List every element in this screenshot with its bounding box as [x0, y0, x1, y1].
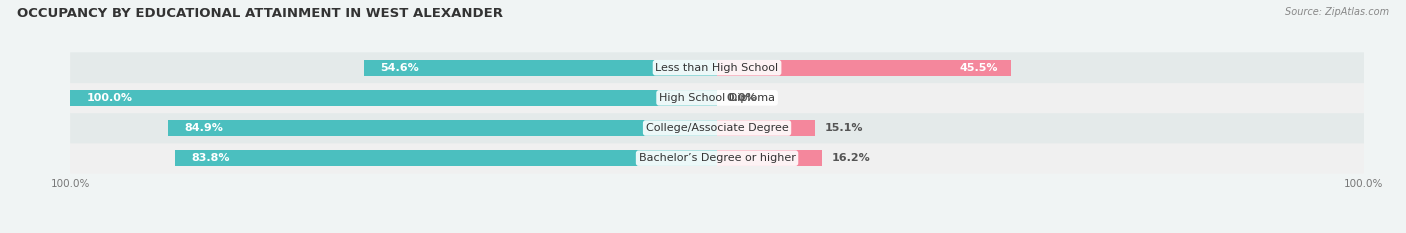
Bar [176, 150, 717, 166]
Text: Bachelor’s Degree or higher: Bachelor’s Degree or higher [638, 153, 796, 163]
Bar [167, 120, 717, 136]
FancyBboxPatch shape [70, 143, 1364, 174]
Text: 100.0%: 100.0% [86, 93, 132, 103]
Legend: Owner-occupied, Renter-occupied: Owner-occupied, Renter-occupied [596, 229, 838, 233]
Text: 83.8%: 83.8% [191, 153, 229, 163]
Text: 16.2%: 16.2% [831, 153, 870, 163]
Bar [717, 120, 814, 136]
Text: 54.6%: 54.6% [380, 63, 419, 73]
Bar [70, 90, 717, 106]
FancyBboxPatch shape [70, 113, 1364, 143]
Text: Source: ZipAtlas.com: Source: ZipAtlas.com [1285, 7, 1389, 17]
FancyBboxPatch shape [70, 52, 1364, 83]
Text: OCCUPANCY BY EDUCATIONAL ATTAINMENT IN WEST ALEXANDER: OCCUPANCY BY EDUCATIONAL ATTAINMENT IN W… [17, 7, 503, 20]
Text: 15.1%: 15.1% [824, 123, 863, 133]
Text: High School Diploma: High School Diploma [659, 93, 775, 103]
Text: 45.5%: 45.5% [960, 63, 998, 73]
Bar [364, 60, 717, 75]
Text: College/Associate Degree: College/Associate Degree [645, 123, 789, 133]
Text: Less than High School: Less than High School [655, 63, 779, 73]
FancyBboxPatch shape [70, 82, 1364, 113]
Text: 84.9%: 84.9% [184, 123, 224, 133]
Bar [717, 150, 823, 166]
Bar [717, 60, 1011, 75]
Text: 0.0%: 0.0% [727, 93, 758, 103]
